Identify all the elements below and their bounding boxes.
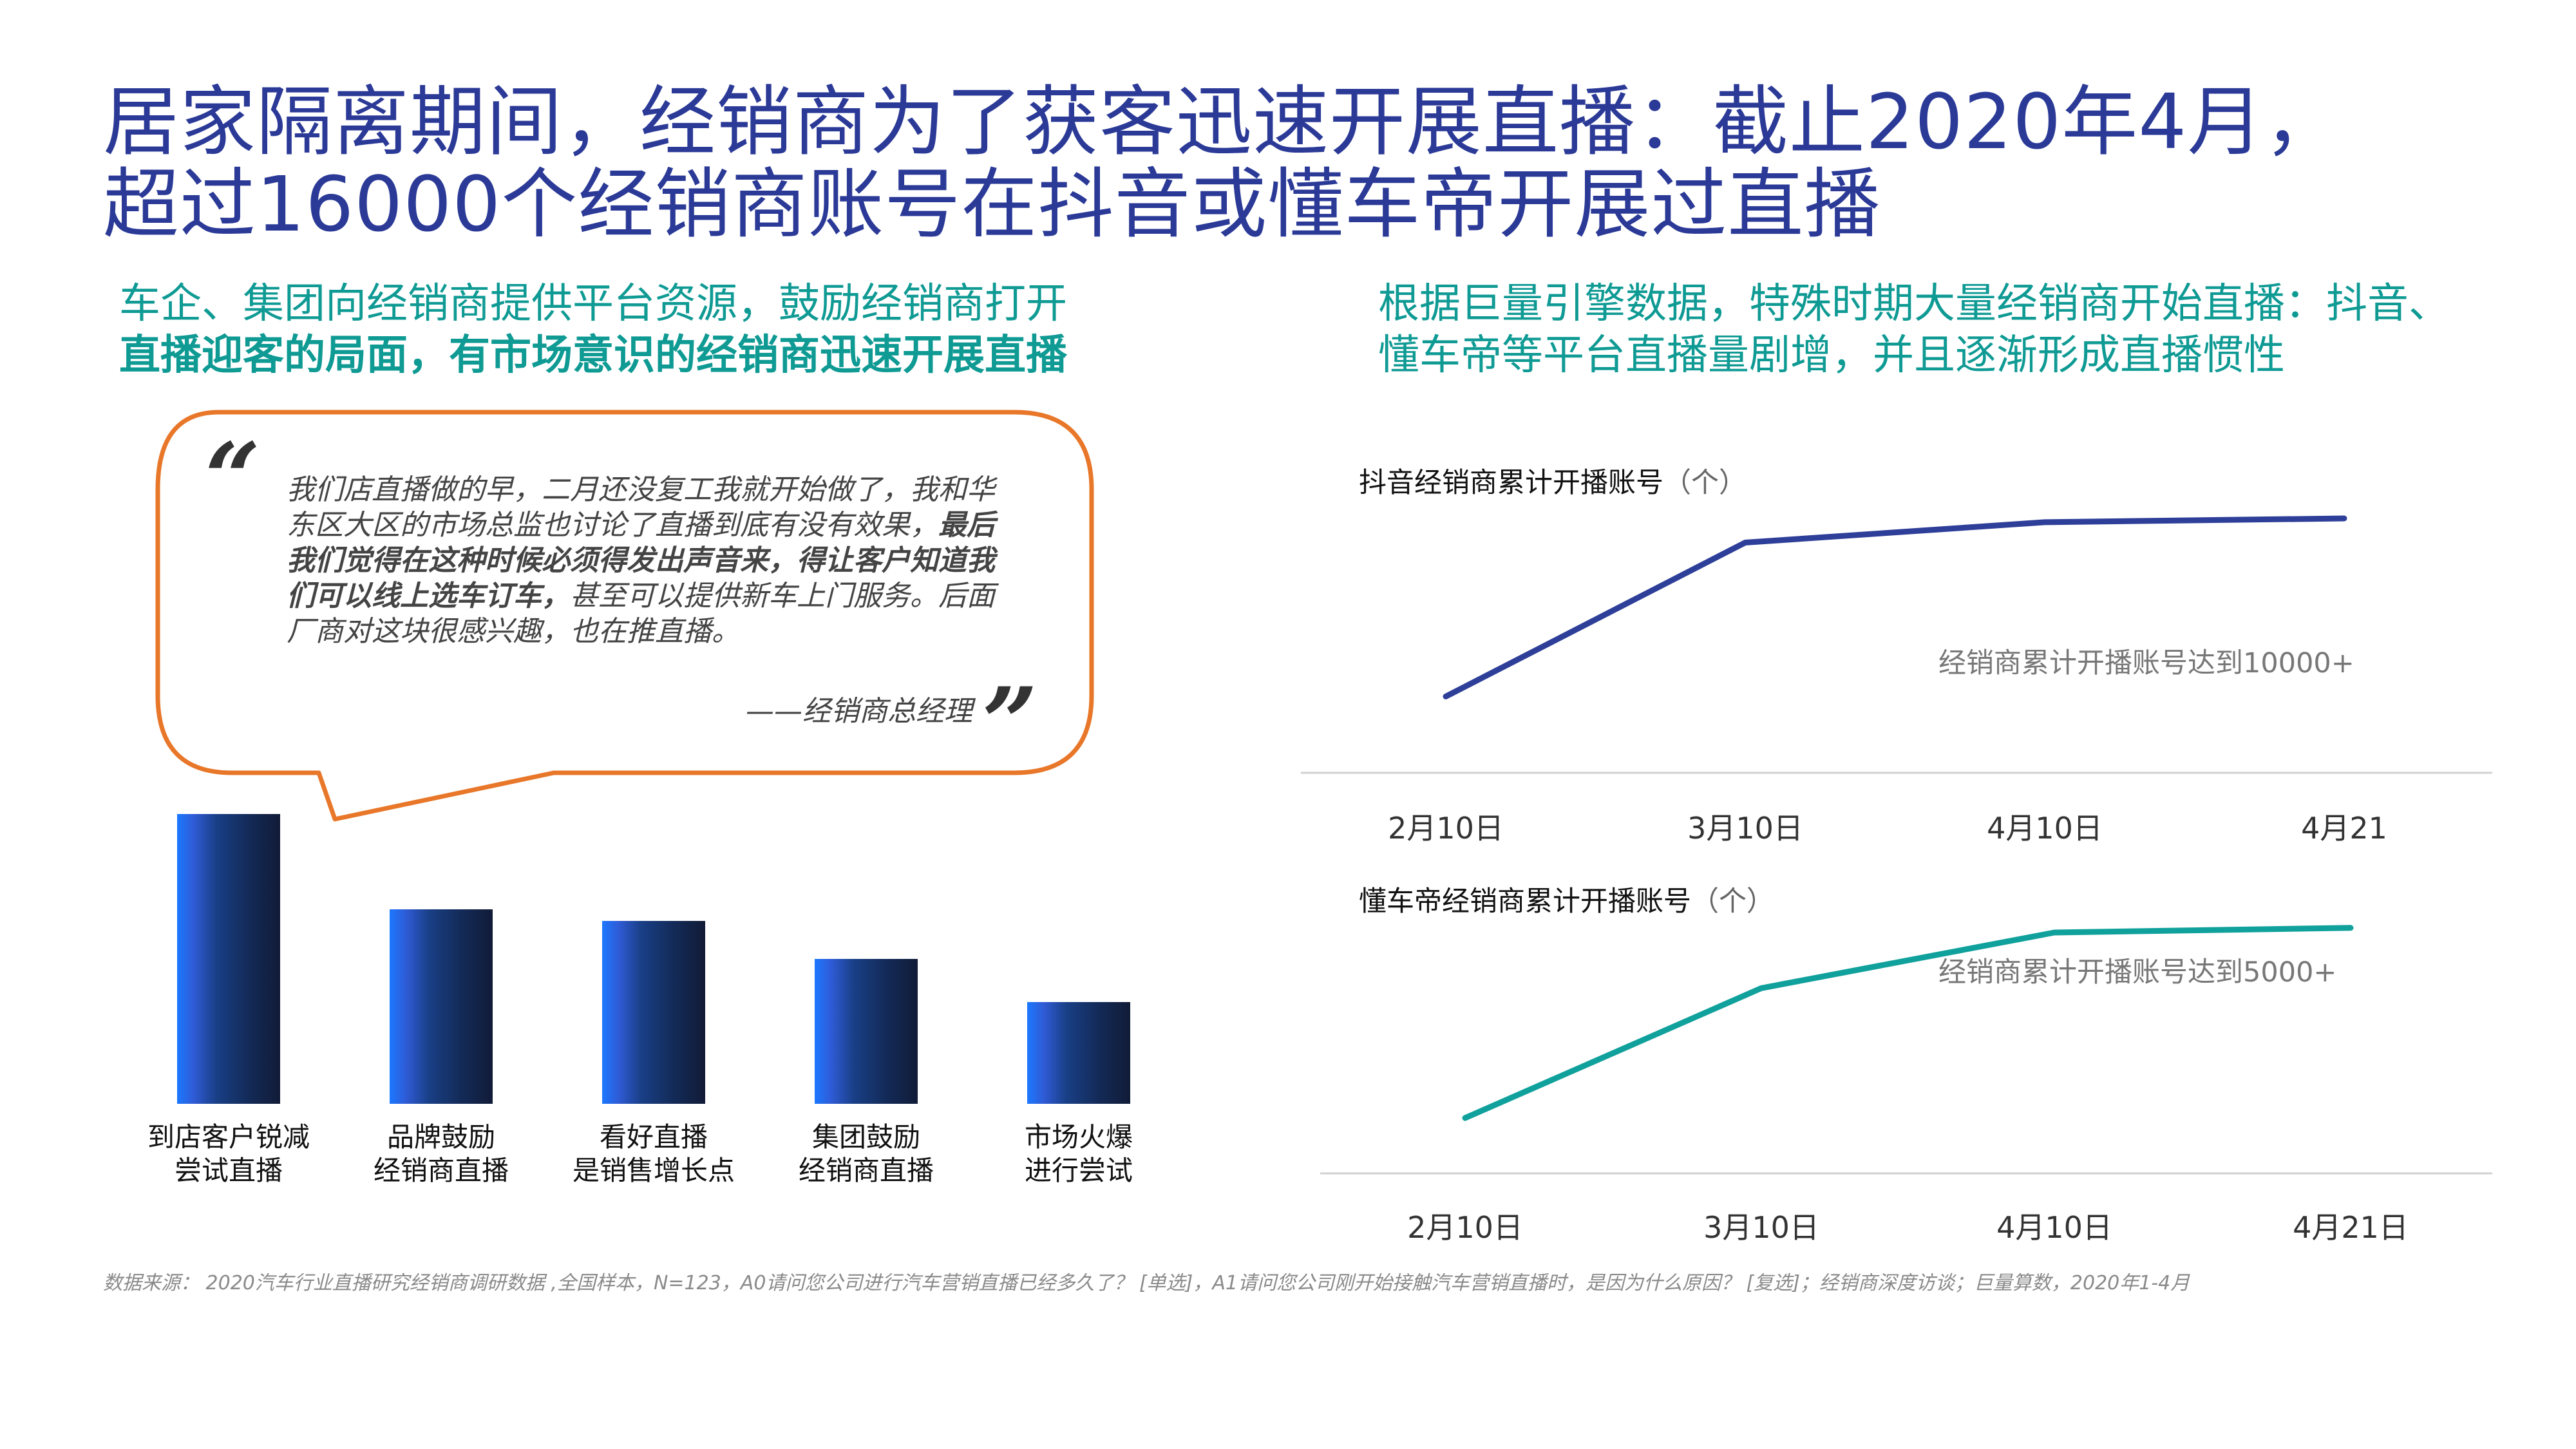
bar-category-label-line: 市场火爆 bbox=[1024, 1121, 1133, 1153]
bar-category-label-line: 集团鼓励 bbox=[811, 1121, 920, 1153]
left-subheading-line2: 直播迎客的局面，有市场意识的经销商迅速开展直播 bbox=[119, 332, 1067, 379]
bar bbox=[602, 921, 705, 1104]
right-subheading: 根据巨量引擎数据，特殊时期大量经销商开始直播：抖音、 懂车帝等平台直播量剧增，并… bbox=[1378, 278, 2537, 381]
bar-category-label: 集团鼓励 经销商直播 bbox=[763, 1121, 969, 1188]
bar-category-label-line: 看好直播 bbox=[599, 1121, 708, 1153]
bar-category-label: 品牌鼓励 经销商直播 bbox=[338, 1121, 544, 1188]
close-quote-icon: ” bbox=[982, 667, 1038, 780]
bar bbox=[1027, 1002, 1130, 1104]
x-tick-label: 3月10日 bbox=[1703, 1210, 1819, 1245]
x-tick-label: 4月10日 bbox=[1987, 811, 2103, 846]
bar-category-label: 市场火爆 进行尝试 bbox=[976, 1121, 1182, 1188]
bar-category-label-line: 进行尝试 bbox=[1024, 1155, 1133, 1186]
left-subheading: 车企、集团向经销商提供平台资源，鼓励经销商打开 直播迎客的局面，有市场意识的经销… bbox=[119, 278, 1214, 381]
bar bbox=[815, 959, 918, 1104]
bar-category-label-line: 经销商直播 bbox=[373, 1155, 509, 1186]
bar-category-label-line: 是销售增长点 bbox=[572, 1155, 735, 1186]
dongchedi-chart-title: 懂车帝经销商累计开播账号（个） bbox=[1359, 879, 1774, 919]
x-tick-label: 2月10日 bbox=[1388, 811, 1504, 846]
series-line bbox=[1443, 515, 2347, 699]
page-title: 居家隔离期间，经销商为了获客迅速开展直播：截止2020年4月， 超过16000个… bbox=[103, 80, 2486, 245]
douyin-annotation: 经销商累计开播账号达到10000+ bbox=[1938, 647, 2354, 679]
quote-text-emphasis: 最后我们觉得在这种时候必须得发出声音来，得让客户知道我们可以线上选车订车， bbox=[287, 509, 995, 612]
data-source-footnote: 数据来源： 2020汽车行业直播研究经销商调研数据 ,全国样本，N=123，A0… bbox=[103, 1272, 2190, 1294]
dongchedi-chart-unit: （个） bbox=[1691, 886, 1774, 918]
dealer-quote: 我们店直播做的早，二月还没复工我就开始做了，我和华东区大区的市场总监也讨论了直播… bbox=[287, 472, 995, 649]
douyin-chart-title: 抖音经销商累计开播账号（个） bbox=[1359, 460, 1747, 500]
douyin-chart-unit: （个） bbox=[1663, 467, 1747, 499]
right-subheading-line1: 根据巨量引擎数据，特殊时期大量经销商开始直播：抖音、 bbox=[1378, 280, 2450, 328]
bar-category-label: 看好直播 是销售增长点 bbox=[551, 1121, 757, 1188]
page-title-line1: 居家隔离期间，经销商为了获客迅速开展直播：截止2020年4月， bbox=[103, 77, 2341, 166]
bar-category-label-line: 到店客户锐减 bbox=[147, 1121, 310, 1153]
right-subheading-line2: 懂车帝等平台直播量剧增，并且逐渐形成直播惯性 bbox=[1378, 332, 2285, 379]
x-tick-label: 4月21日 bbox=[2293, 1210, 2409, 1245]
douyin-chart-title-text: 抖音经销商累计开播账号 bbox=[1359, 467, 1663, 499]
page-title-line2: 超过16000个经销商账号在抖音或懂车帝开展过直播 bbox=[103, 160, 1881, 249]
quote-text-part3: 甚至可以提供新车上门服务。后面厂商对这块很感兴趣，也在推直播。 bbox=[287, 580, 995, 648]
x-tick-label: 4月21 bbox=[2301, 811, 2387, 846]
dongchedi-chart-title-text: 懂车帝经销商累计开播账号 bbox=[1359, 886, 1691, 918]
bar-category-label-line: 经销商直播 bbox=[798, 1155, 934, 1186]
open-quote-icon: “ bbox=[205, 422, 261, 535]
series-line bbox=[1462, 925, 2354, 1121]
x-tick-label: 3月10日 bbox=[1687, 811, 1803, 846]
quote-text-part1: 我们店直播做的早，二月还没复工我就开始做了，我和华东区大区的市场总监也讨论了直播… bbox=[287, 473, 995, 542]
bar-category-label-line: 品牌鼓励 bbox=[386, 1121, 495, 1153]
x-tick-label: 4月10日 bbox=[1996, 1210, 2112, 1245]
x-tick-label: 2月10日 bbox=[1407, 1210, 1523, 1245]
quote-author: ——经销商总经理 bbox=[746, 695, 972, 728]
bar-category-label: 到店客户锐减 尝试直播 bbox=[126, 1121, 332, 1188]
dongchedi-annotation: 经销商累计开播账号达到5000+ bbox=[1938, 956, 2337, 989]
bar bbox=[390, 909, 493, 1104]
speech-bubble-outline bbox=[155, 410, 1094, 822]
bar-category-label-line: 尝试直播 bbox=[174, 1155, 283, 1186]
bar bbox=[177, 814, 280, 1104]
left-subheading-line1: 车企、集团向经销商提供平台资源，鼓励经销商打开 bbox=[119, 280, 1067, 328]
